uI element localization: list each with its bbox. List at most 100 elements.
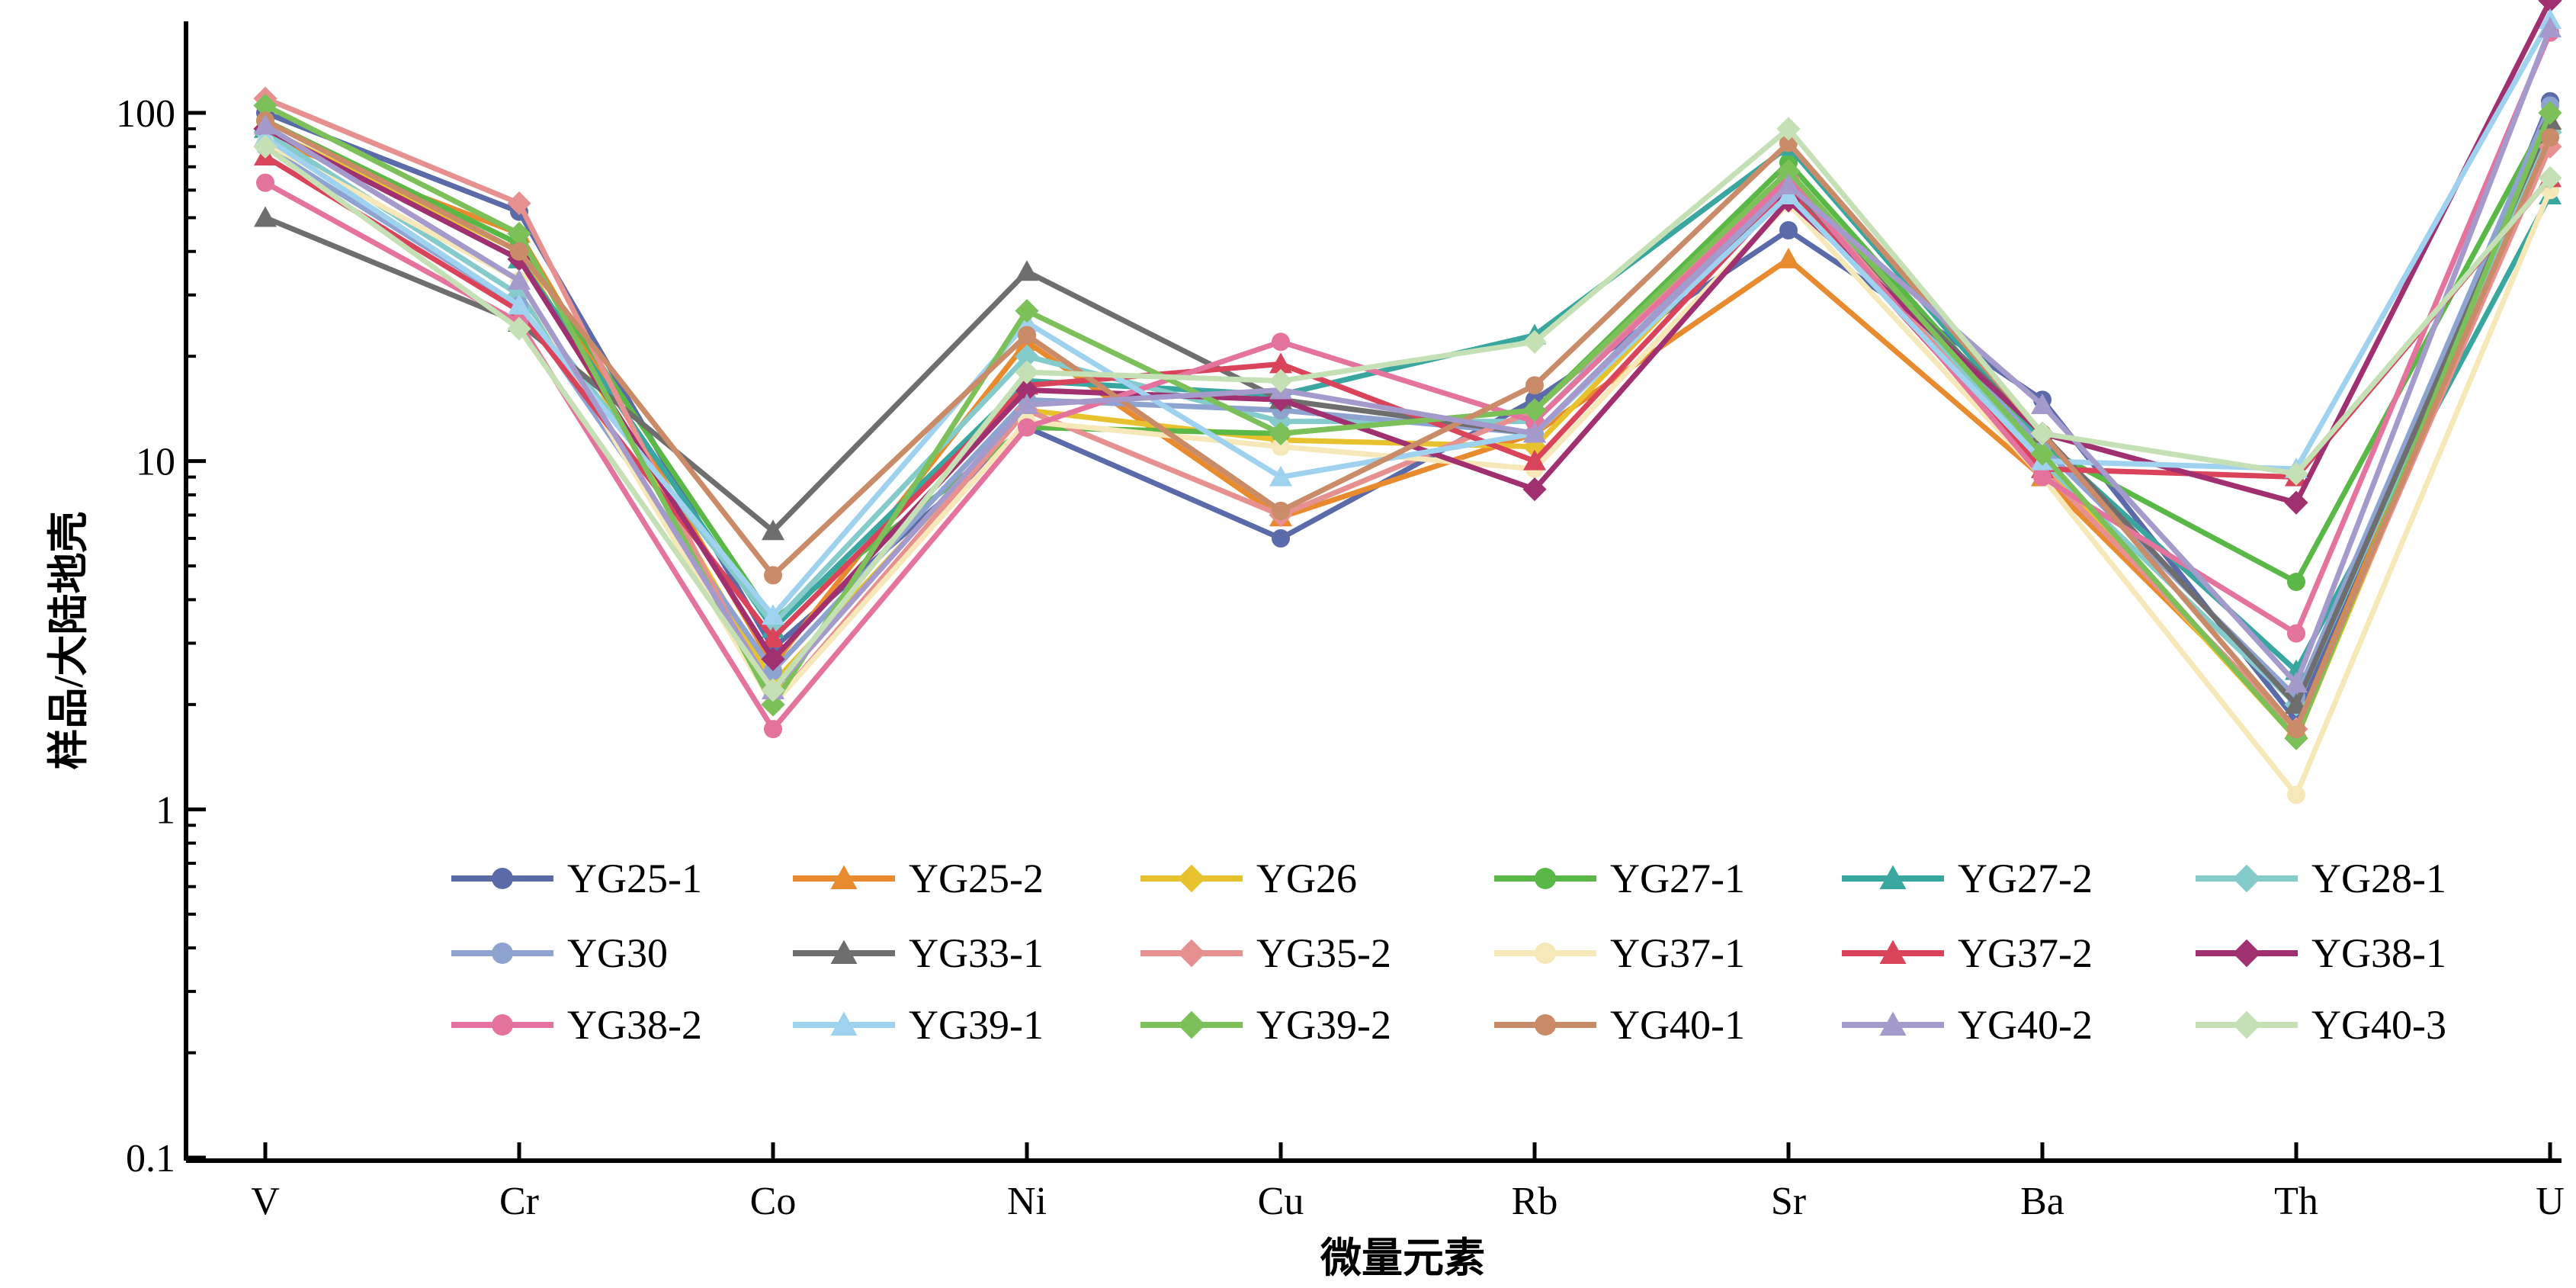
data-point [2538, 101, 2562, 125]
y-tick-label: 1 [156, 789, 175, 832]
data-point [762, 604, 784, 625]
data-point [254, 206, 277, 227]
data-point [2287, 573, 2305, 592]
data-point [1777, 247, 1800, 268]
data-point [1269, 387, 1293, 412]
legend: YG25-1 YG25-2 YG26 YG27-1 YG27-2 YG28-1 YG30 YG… [451, 856, 2446, 1048]
x-tick-label: Cr [499, 1180, 539, 1223]
data-point [507, 221, 531, 246]
data-point [1525, 376, 1544, 395]
legend-item: YG40-2 [1842, 1002, 2093, 1048]
x-tick-label: Th [2274, 1180, 2318, 1223]
data-point [1272, 437, 1290, 456]
data-point [762, 519, 784, 541]
data-point [761, 692, 785, 717]
legend-label: YG28-1 [2311, 856, 2446, 901]
legend-label: YG37-1 [1610, 930, 1745, 976]
series-yg26 [253, 117, 2562, 750]
data-point [764, 720, 782, 739]
data-point [507, 316, 531, 341]
legend-marker [1879, 865, 1907, 889]
legend-item: YG40-3 [2196, 1002, 2446, 1048]
data-point [761, 647, 785, 671]
x-tick-label: Ba [2020, 1180, 2064, 1223]
series-line [264, 118, 2553, 732]
data-point [2031, 393, 2054, 414]
data-point [1269, 368, 1293, 393]
data-point [1523, 422, 1546, 443]
legend-label: YG38-2 [567, 1002, 702, 1048]
data-point [2284, 461, 2308, 486]
legend-item: YG38-1 [2196, 930, 2446, 976]
data-point [1779, 221, 1798, 240]
data-point [2033, 467, 2051, 487]
legend-label: YG35-2 [1256, 930, 1391, 976]
legend-item: YG27-1 [1494, 856, 1745, 901]
x-tick-label: Ni [1007, 1180, 1047, 1223]
series-layer [253, 0, 2562, 805]
data-point [254, 114, 277, 135]
data-point [1522, 398, 1547, 422]
data-point [1015, 360, 1039, 384]
y-tick-label: 100 [116, 92, 175, 136]
legend-marker [492, 1014, 513, 1036]
data-point [2284, 490, 2308, 515]
x-tick-label: Rb [1512, 1180, 1558, 1223]
data-point [1272, 528, 1290, 548]
data-point [1776, 117, 1801, 141]
legend-marker [830, 940, 858, 964]
data-point [2539, 17, 2562, 38]
legend-label: YG27-1 [1610, 856, 1745, 901]
series-line [264, 0, 2553, 662]
legend-marker [492, 943, 513, 964]
legend-marker [1177, 1010, 1206, 1039]
legend-item: YG39-1 [793, 1002, 1044, 1048]
y-axis-title: 样品/大陆地壳 [46, 511, 91, 769]
data-point [2287, 720, 2305, 739]
legend-label: YG27-2 [1958, 856, 2093, 901]
data-point [1269, 465, 1292, 487]
legend-label: YG40-2 [1958, 1002, 2093, 1048]
data-point [1269, 352, 1292, 374]
x-tick-label: Co [750, 1180, 797, 1223]
data-point [764, 566, 782, 585]
legend-label: YG30 [567, 930, 668, 976]
data-point [2541, 128, 2559, 147]
series-line [264, 18, 2553, 618]
legend-item: YG27-2 [1842, 856, 2093, 901]
data-point [508, 268, 531, 290]
data-point [1522, 435, 1547, 459]
data-point [510, 242, 528, 261]
data-point [1777, 173, 1800, 194]
data-point [253, 134, 277, 159]
legend-label: YG25-1 [567, 856, 702, 901]
legend-label: YG39-2 [1256, 1002, 1391, 1048]
y-tick-label: 0.1 [126, 1137, 175, 1180]
data-point [2030, 421, 2055, 446]
legend-marker [1177, 939, 1206, 968]
data-point [1272, 501, 1290, 520]
data-point [2285, 672, 2308, 693]
data-point [1018, 418, 1036, 437]
data-point [2287, 785, 2305, 805]
data-point [762, 626, 784, 647]
legend-marker [1177, 864, 1206, 893]
data-point [1015, 344, 1039, 368]
data-point [508, 294, 531, 315]
legend-item: YG30 [451, 930, 668, 976]
legend-marker [2232, 864, 2261, 893]
legend-item: YG37-1 [1494, 930, 1745, 976]
legend-item: YG35-2 [1140, 930, 1391, 976]
data-point [1523, 449, 1546, 471]
legend-label: YG39-1 [909, 1002, 1044, 1048]
legend-label: YG38-1 [2311, 930, 2446, 976]
data-point [256, 173, 274, 192]
legend-item: YG37-2 [1842, 930, 2093, 976]
data-point [1272, 332, 1290, 352]
data-point [1522, 329, 1547, 354]
x-tick-label: V [251, 1180, 280, 1223]
data-point [2030, 442, 2055, 466]
data-point [1015, 377, 1039, 403]
data-point [761, 678, 785, 702]
